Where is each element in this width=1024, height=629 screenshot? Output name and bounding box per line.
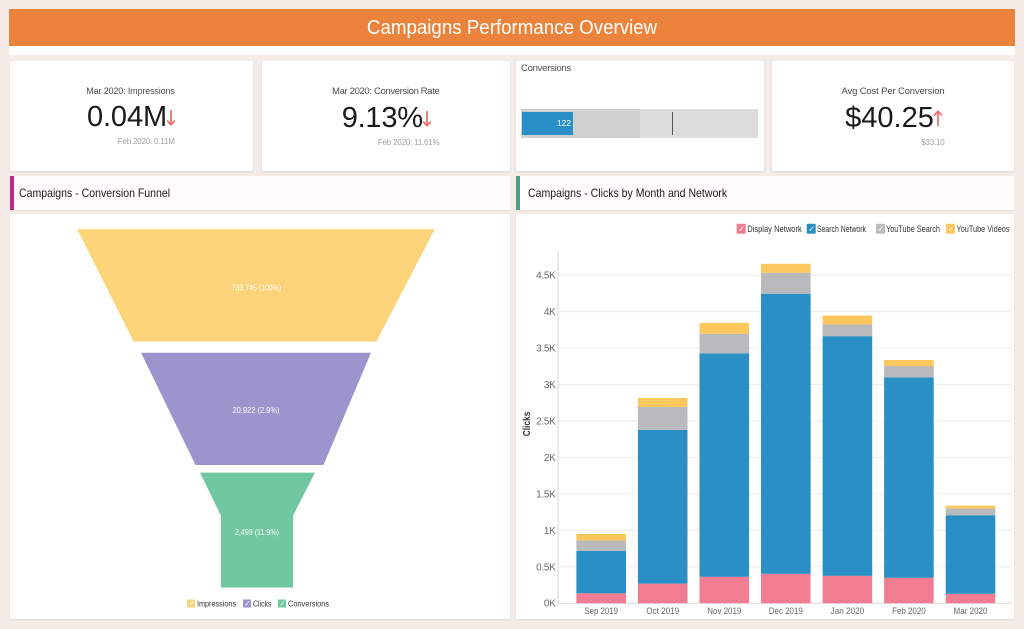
svg-text:Clicks: Clicks <box>253 599 272 609</box>
svg-text:✓: ✓ <box>280 599 286 608</box>
svg-text:YouTube Search: YouTube Search <box>886 224 940 234</box>
svg-text:Sep 2019: Sep 2019 <box>584 606 618 617</box>
svg-text:4K: 4K <box>544 307 556 318</box>
svg-text:0K: 0K <box>544 599 556 610</box>
svg-text:2.5K: 2.5K <box>536 417 556 428</box>
svg-text:Dec 2019: Dec 2019 <box>769 606 803 617</box>
svg-text:✓: ✓ <box>878 225 885 234</box>
svg-text:✓: ✓ <box>948 225 955 234</box>
svg-text:✓: ✓ <box>245 599 251 608</box>
svg-text:✓: ✓ <box>189 599 195 608</box>
svg-text:2K: 2K <box>544 453 556 464</box>
svg-text:Feb 2020: Feb 2020 <box>892 606 926 617</box>
svg-text:Oct 2019: Oct 2019 <box>646 606 679 617</box>
svg-text:Search Network: Search Network <box>817 224 866 234</box>
svg-text:1K: 1K <box>544 526 556 537</box>
svg-text:4.5K: 4.5K <box>536 271 556 282</box>
svg-text:✓: ✓ <box>738 225 745 234</box>
svg-text:733,745 (100%): 733,745 (100%) <box>232 283 282 292</box>
svg-text:Impressions: Impressions <box>197 599 236 609</box>
svg-text:Nov 2019: Nov 2019 <box>707 606 741 617</box>
svg-text:20,922 (2.9%): 20,922 (2.9%) <box>233 406 280 415</box>
svg-text:Clicks: Clicks <box>521 412 533 437</box>
svg-text:Mar 2020: Mar 2020 <box>954 606 988 617</box>
svg-text:Display Network: Display Network <box>747 224 802 234</box>
svg-text:Jan 2020: Jan 2020 <box>831 606 865 617</box>
svg-text:1.5K: 1.5K <box>536 489 556 500</box>
svg-text:3K: 3K <box>544 380 556 391</box>
svg-text:0.5K: 0.5K <box>536 562 556 573</box>
svg-text:3.5K: 3.5K <box>536 344 556 355</box>
svg-text:✓: ✓ <box>808 225 815 234</box>
svg-text:2,493 (11.9%): 2,493 (11.9%) <box>235 528 279 537</box>
svg-text:Conversions: Conversions <box>288 599 329 609</box>
svg-text:YouTube Videos: YouTube Videos <box>957 224 1010 234</box>
